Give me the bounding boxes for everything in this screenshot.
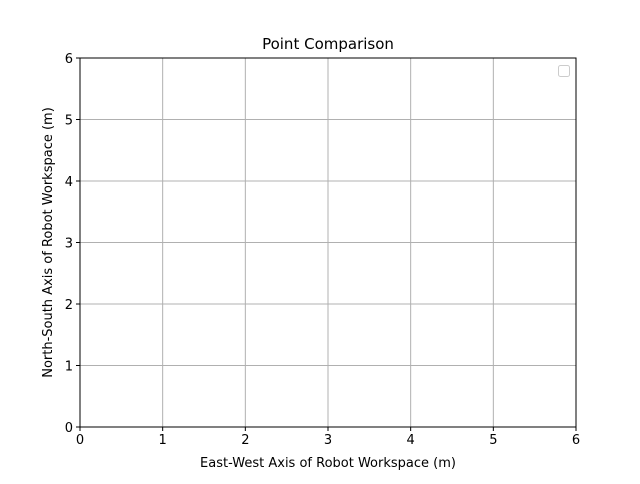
y-tick-label: 6 (65, 52, 73, 67)
x-tick-label: 5 (489, 433, 497, 448)
x-tick-label: 1 (159, 433, 167, 448)
x-axis-label: East-West Axis of Robot Workspace (m) (200, 456, 456, 471)
x-tick-label: 2 (241, 433, 249, 448)
tick-layer: 0 1 2 3 4 5 6 0 1 2 3 4 5 6 (65, 52, 580, 448)
y-tick-label: 3 (65, 237, 73, 252)
grid-layer (79, 57, 577, 428)
x-tick-label: 6 (572, 433, 580, 448)
y-axis-label: North-South Axis of Robot Workspace (m) (41, 107, 56, 378)
y-tick-label: 5 (65, 114, 73, 129)
x-tick-label: 3 (324, 433, 332, 448)
y-tick-label: 4 (65, 175, 73, 190)
x-tick-label: 4 (407, 433, 415, 448)
y-tick-label: 0 (65, 421, 73, 436)
legend-box (558, 65, 570, 77)
y-tick-label: 2 (65, 298, 73, 313)
chart-title: Point Comparison (262, 35, 394, 53)
x-tick-label: 0 (76, 433, 84, 448)
y-tick-label: 1 (65, 360, 73, 375)
legend (558, 65, 570, 77)
